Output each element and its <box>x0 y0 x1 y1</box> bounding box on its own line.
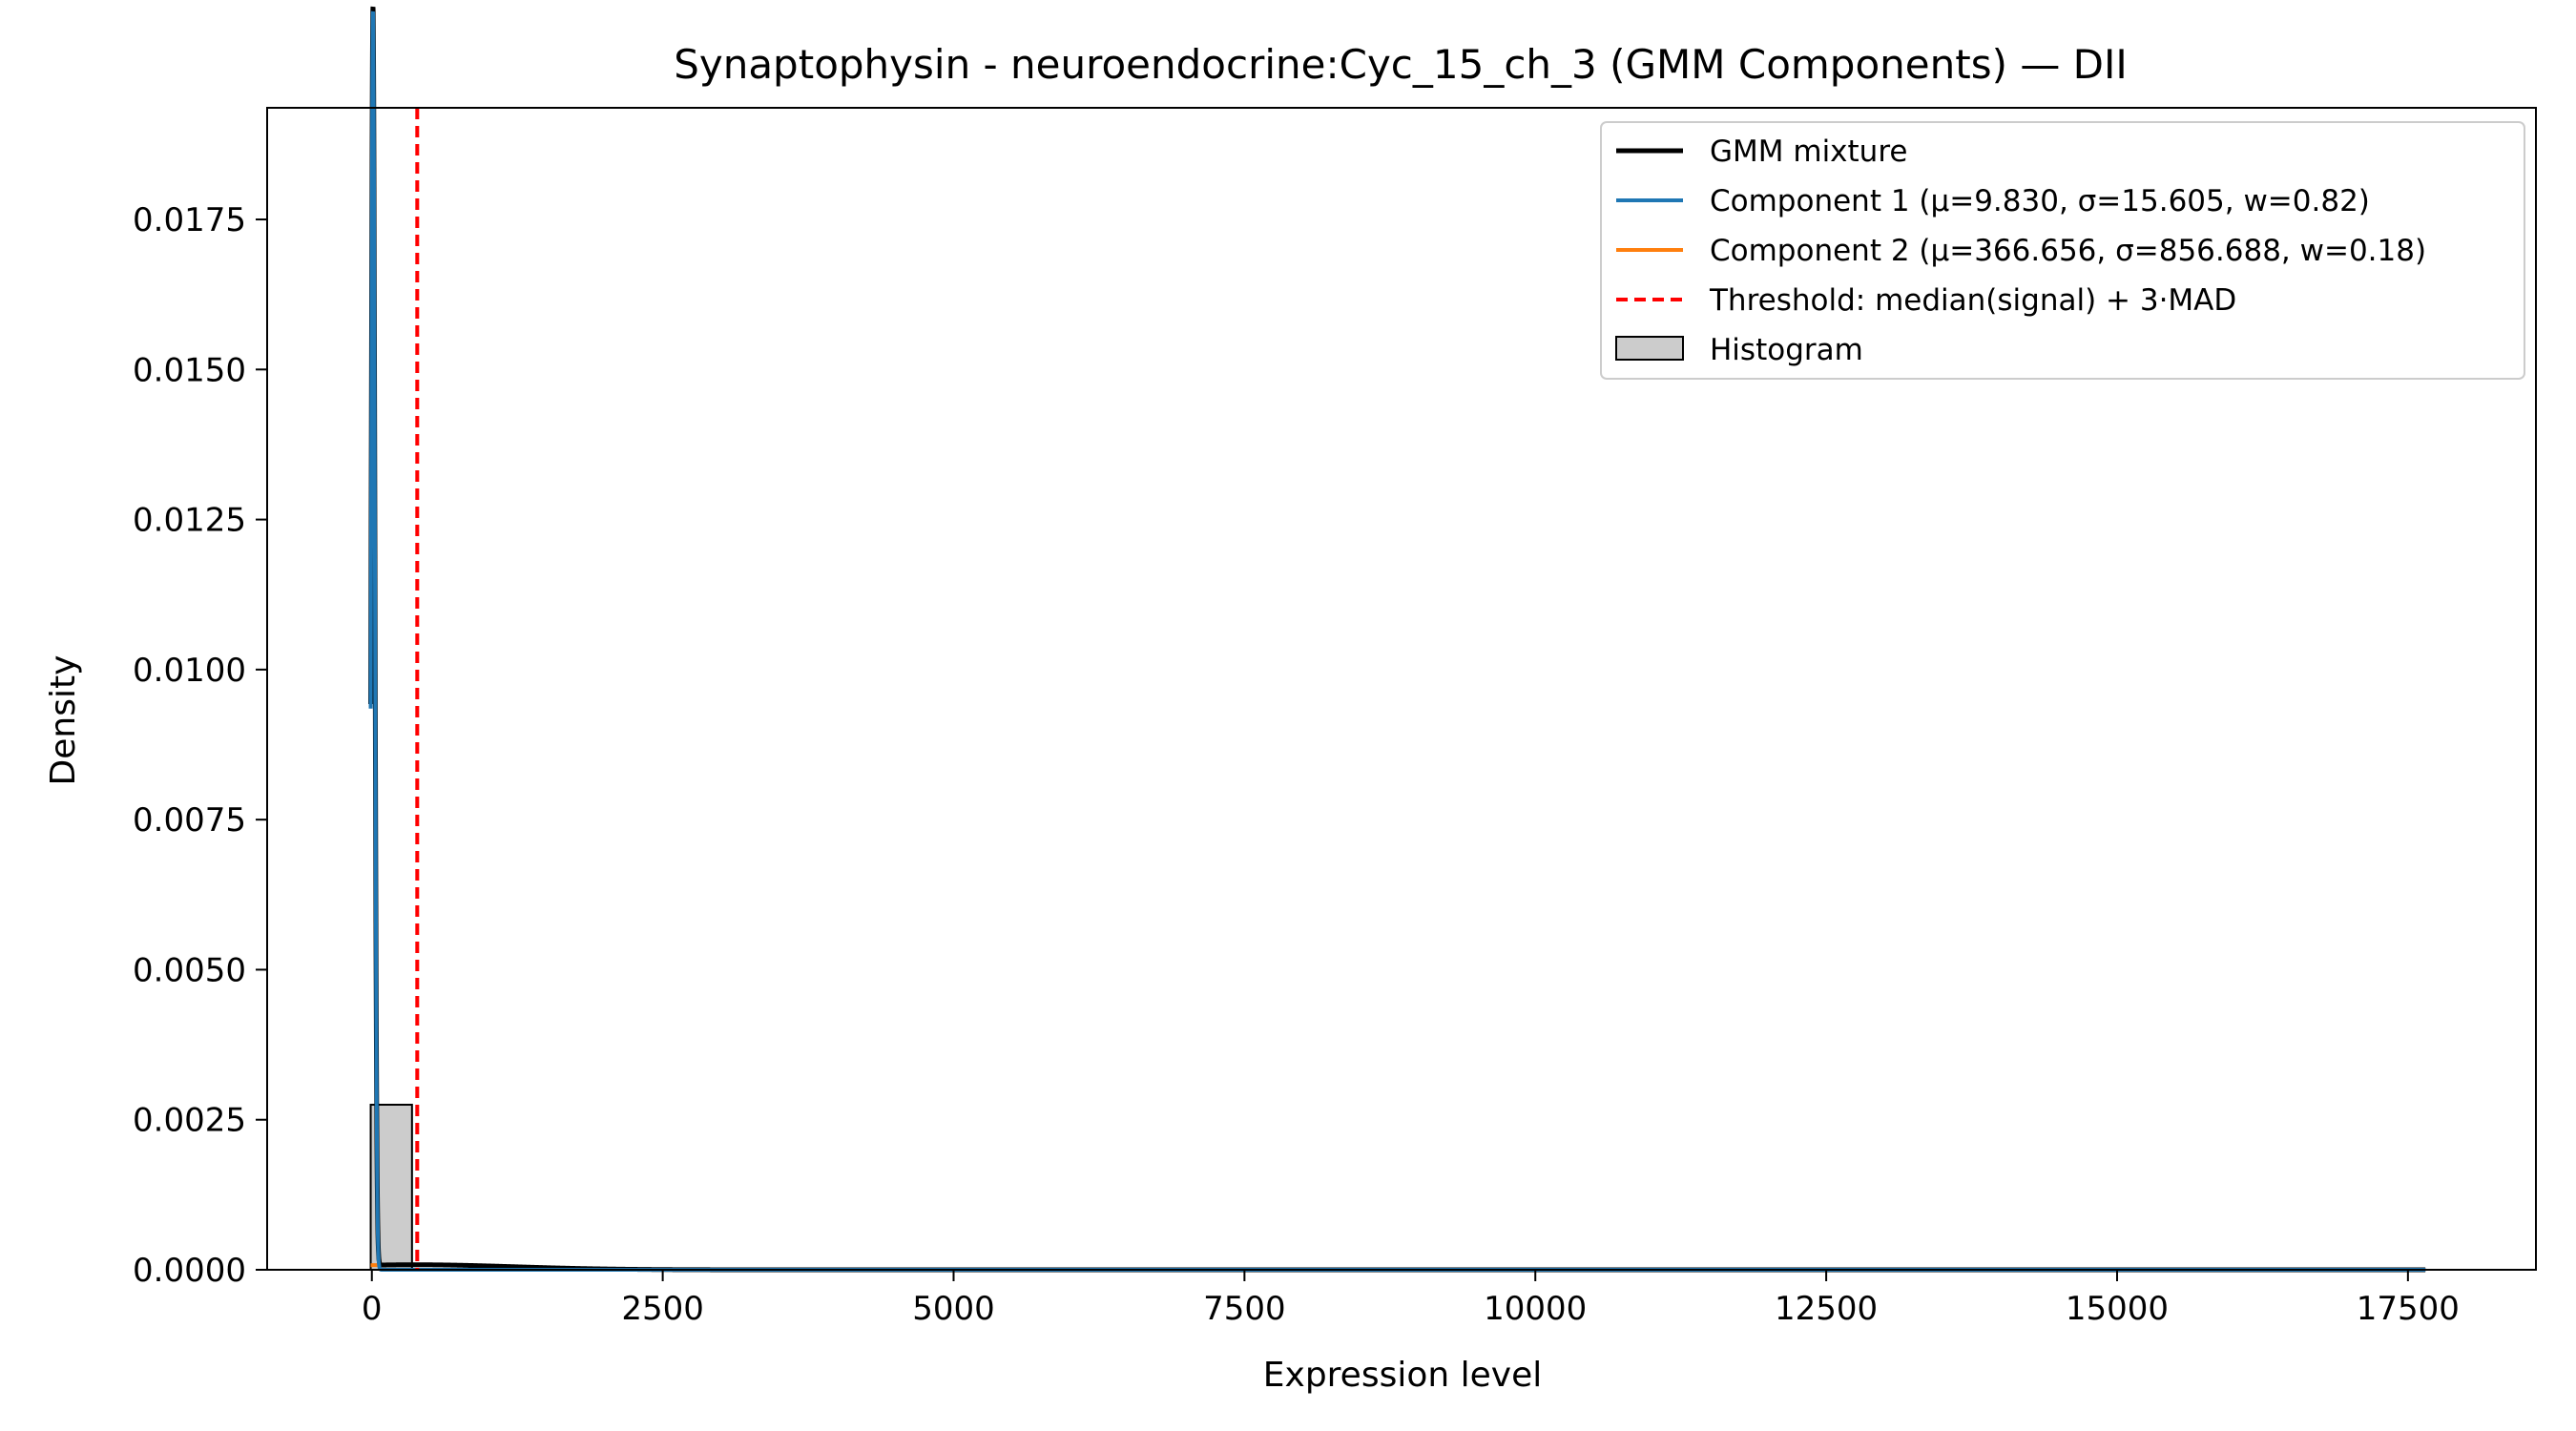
x-tick-label: 7500 <box>1203 1290 1286 1328</box>
x-tick-label: 12500 <box>1775 1290 1878 1328</box>
legend-label-component-1: Component 1 (μ=9.830, σ=15.605, w=0.82) <box>1710 184 2370 218</box>
legend-label-histogram: Histogram <box>1710 333 1863 367</box>
y-tick-label: 0.0000 <box>133 1252 246 1290</box>
y-axis-label: Density <box>44 655 83 786</box>
x-tick-label: 15000 <box>2066 1290 2169 1328</box>
legend-box <box>1600 121 2525 380</box>
legend-label-component-2: Component 2 (μ=366.656, σ=856.688, w=0.1… <box>1710 234 2426 268</box>
legend-swatch-histogram <box>1615 336 1684 361</box>
y-tick-label: 0.0025 <box>133 1102 246 1140</box>
x-tick-label: 2500 <box>621 1290 704 1328</box>
legend-label-threshold: Threshold: median(signal) + 3·MAD <box>1709 283 2236 318</box>
x-tick-label: 0 <box>362 1290 383 1328</box>
y-tick-label: 0.0125 <box>133 502 246 540</box>
x-axis-ticks: 0 2500 5000 7500 10000 12500 15000 17500 <box>362 1270 2460 1328</box>
x-tick-label: 17500 <box>2357 1290 2460 1328</box>
plot-frame <box>266 107 2537 1271</box>
x-axis-label: Expression level <box>1263 1356 1542 1395</box>
x-tick-label: 5000 <box>912 1290 995 1328</box>
y-tick-label: 0.0100 <box>133 652 246 690</box>
y-tick-label: 0.0050 <box>133 951 246 989</box>
legend: GMM mixture Component 1 (μ=9.830, σ=15.6… <box>1600 121 2525 380</box>
y-tick-label: 0.0150 <box>133 351 246 389</box>
x-tick-label: 10000 <box>1484 1290 1587 1328</box>
y-tick-label: 0.0075 <box>133 801 246 840</box>
plot-area <box>266 6 2537 1273</box>
y-tick-label: 0.0175 <box>133 201 246 239</box>
legend-label-gmm-mixture: GMM mixture <box>1710 135 1907 169</box>
chart-title: Synaptophysin - neuroendocrine:Cyc_15_ch… <box>674 41 2128 88</box>
y-axis-ticks: 0.0000 0.0025 0.0050 0.0075 0.0100 0.0125 0.01… <box>133 201 267 1290</box>
